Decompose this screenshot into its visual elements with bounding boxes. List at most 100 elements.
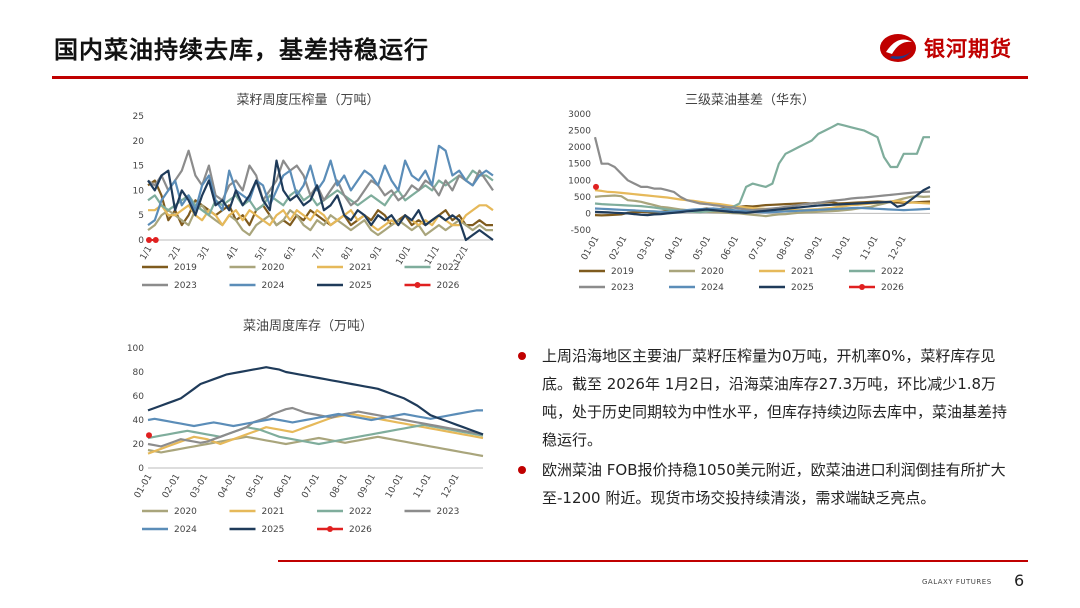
x-tick-label: 09-01 <box>356 473 378 501</box>
y-tick-label: 20 <box>133 440 145 450</box>
y-tick-label: 2000 <box>568 143 591 153</box>
x-tick-label: 10-01 <box>384 473 406 501</box>
series-2024-line <box>147 409 483 428</box>
y-tick-label: 3000 <box>568 110 591 120</box>
x-tick-label: 03-01 <box>189 473 211 501</box>
x-tick-label: 2/1 <box>167 245 183 263</box>
legend-label: 2020 <box>262 263 285 273</box>
series-2022-line <box>147 169 494 217</box>
x-tick-label: 3/1 <box>196 245 212 263</box>
y-tick-label: -500 <box>571 226 592 236</box>
galaxy-logo-icon <box>880 34 916 62</box>
x-tick-label: 04-01 <box>217 473 239 501</box>
legend-label: 2025 <box>262 525 285 535</box>
series-2024-line <box>147 144 494 226</box>
series-2023-line <box>147 149 494 207</box>
y-tick-label: 25 <box>133 112 144 122</box>
x-tick-label: 10/1 <box>395 245 414 268</box>
legend-label: 2025 <box>349 281 372 291</box>
x-tick-label: 4/1 <box>225 245 241 263</box>
x-tick-label: 05-01 <box>692 235 714 263</box>
series-2025-line <box>147 159 494 242</box>
y-tick-label: 1500 <box>568 160 591 170</box>
footer-brand: GALAXY FUTURES <box>922 578 992 586</box>
y-tick-label: 1000 <box>568 176 591 186</box>
y-tick-label: 40 <box>133 416 145 426</box>
y-tick-label: 10 <box>133 186 145 196</box>
x-tick-label: 01-01 <box>133 473 155 501</box>
series-2023-line <box>593 136 931 212</box>
legend-label: 2022 <box>349 507 372 517</box>
series-2025-line <box>594 185 931 217</box>
legend-marker-icon <box>859 284 865 290</box>
y-tick-label: 2500 <box>568 127 591 137</box>
legend-marker-icon <box>327 526 333 532</box>
page-title: 国内菜油持续去库，基差持稳运行 <box>54 36 429 64</box>
bullet-text: 上周沿海地区主要油厂菜籽压榨量为0万吨，开机率0%，菜籽库存见底。截至 2026… <box>542 347 1008 449</box>
series-2020-line <box>147 435 484 458</box>
y-tick-label: 100 <box>127 344 144 354</box>
x-tick-label: 12-01 <box>440 473 462 501</box>
series-2026-point <box>152 237 159 243</box>
x-tick-label: 1/1 <box>139 245 155 263</box>
x-tick-label: 02-01 <box>608 235 630 263</box>
title-divider <box>52 76 1028 79</box>
x-tick-label: 03-01 <box>636 235 658 263</box>
y-tick-label: 5 <box>138 211 144 221</box>
bullet-text: 欧洲菜油 FOB报价持稳1050美元附近，欧菜油进口利润倒挂有所扩大至-1200… <box>542 461 1006 507</box>
y-tick-label: 20 <box>133 137 145 147</box>
bullet-dot-icon <box>518 466 526 474</box>
legend-label: 2026 <box>881 283 904 293</box>
x-tick-label: 08-01 <box>775 235 797 263</box>
x-tick-label: 06-01 <box>719 235 741 263</box>
x-tick-label: 01-01 <box>580 235 602 263</box>
x-tick-label: 06-01 <box>272 473 294 501</box>
legend-label: 2021 <box>262 507 285 517</box>
y-tick-label: 0 <box>138 464 144 474</box>
legend-marker-icon <box>414 282 421 288</box>
x-tick-label: 11-01 <box>412 473 434 501</box>
series-2025-line <box>147 366 484 436</box>
x-tick-label: 09-01 <box>803 235 825 263</box>
x-tick-label: 7/1 <box>311 245 327 263</box>
x-tick-label: 02-01 <box>161 473 183 501</box>
series-2026-point <box>146 432 152 439</box>
series-2024-line <box>594 206 931 214</box>
x-tick-label: 11-01 <box>859 235 881 263</box>
legend-label: 2021 <box>791 267 814 277</box>
legend-label: 2024 <box>701 283 724 293</box>
x-tick-label: 6/1 <box>282 245 298 263</box>
legend-label: 2022 <box>437 263 460 273</box>
y-tick-label: 0 <box>585 209 591 219</box>
y-tick-label: 15 <box>133 162 144 172</box>
x-tick-label: 07-01 <box>747 235 769 263</box>
x-tick-label: 05-01 <box>245 473 267 501</box>
bullet-list: 上周沿海地区主要油厂菜籽压榨量为0万吨，开机率0%，菜籽库存见底。截至 2026… <box>516 342 1016 514</box>
y-tick-label: 500 <box>574 193 591 203</box>
chart-title: 菜油周度库存（万吨） <box>243 318 373 334</box>
legend-label: 2022 <box>881 267 904 277</box>
logo-text: 银河期货 <box>924 37 1012 61</box>
series-2026-point <box>593 183 599 190</box>
legend-label: 2020 <box>174 507 197 517</box>
legend-label: 2019 <box>611 267 634 277</box>
legend-label: 2026 <box>349 525 372 535</box>
x-tick-label: 07-01 <box>300 473 322 501</box>
page-number: 6 <box>1014 571 1025 590</box>
x-tick-label: 08-01 <box>328 473 350 501</box>
legend-label: 2023 <box>437 507 460 517</box>
legend-label: 2024 <box>174 525 197 535</box>
legend-label: 2025 <box>791 283 814 293</box>
footer-divider <box>278 560 1028 562</box>
x-tick-label: 04-01 <box>664 235 686 263</box>
chart-title: 菜籽周度压榨量（万吨） <box>236 92 379 108</box>
bullet-item: 上周沿海地区主要油厂菜籽压榨量为0万吨，开机率0%，菜籽库存见底。截至 2026… <box>516 342 1016 454</box>
x-tick-label: 10-01 <box>831 235 853 263</box>
bullet-item: 欧洲菜油 FOB报价持稳1050美元附近，欧菜油进口利润倒挂有所扩大至-1200… <box>516 456 1016 512</box>
series-2020-line <box>594 194 931 218</box>
x-tick-label: 12-01 <box>887 235 909 263</box>
legend-label: 2023 <box>611 283 634 293</box>
legend-label: 2019 <box>174 263 197 273</box>
y-tick-label: 60 <box>133 392 145 402</box>
